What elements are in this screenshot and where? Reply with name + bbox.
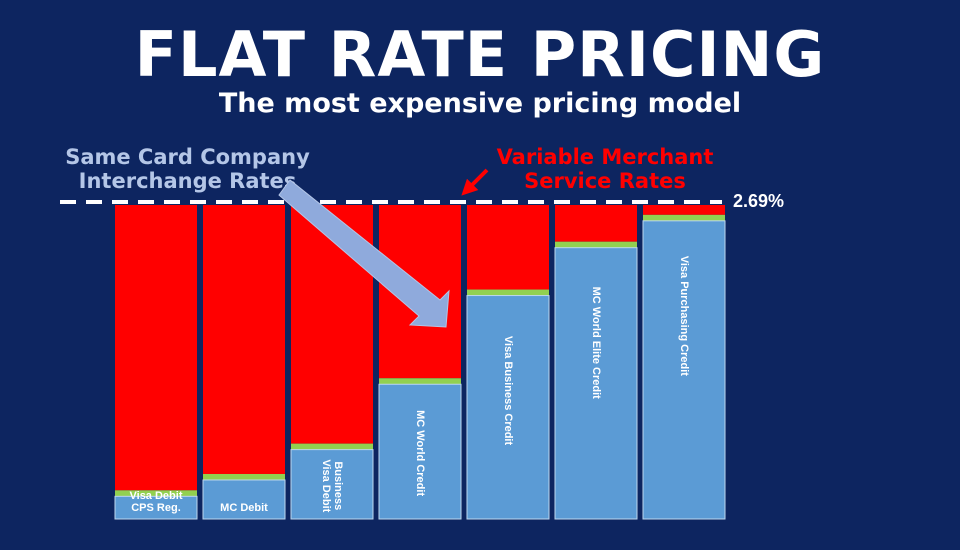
interchange-bar-6 xyxy=(554,247,638,520)
interchange-bar-2 xyxy=(202,479,286,520)
bar-label-3-line-2: Business xyxy=(332,461,344,510)
bar-label-1-line-1: Visa Debit xyxy=(130,490,183,502)
divider-5 xyxy=(467,289,549,296)
interchange-annotation-line-1: Same Card Company xyxy=(65,145,310,169)
markup-bar-2 xyxy=(203,205,285,474)
interchange-bar-4 xyxy=(378,383,462,520)
bar-label-1-line-2: CPS Reg. xyxy=(131,502,181,514)
markup-bar-1 xyxy=(115,205,197,491)
bar-label-7: Visa Purchasing Credit xyxy=(678,256,690,377)
slide-title: FLAT RATE PRICING xyxy=(134,18,826,91)
flat-rate-label: 2.69% xyxy=(733,191,785,211)
merchant-annotation-line-2: Service Rates xyxy=(524,169,686,193)
bar-label-6: MC World Elite Credit xyxy=(590,287,602,400)
divider-7 xyxy=(643,214,725,221)
bar-label-3-line-1: Visa Debit xyxy=(320,459,332,512)
divider-6 xyxy=(555,241,637,248)
interchange-bar-1 xyxy=(114,495,198,520)
divider-2 xyxy=(203,473,285,480)
interchange-bar-3 xyxy=(290,449,374,520)
interchange-bar-5 xyxy=(466,295,550,520)
interchange-annotation: Same Card Company Interchange Rates xyxy=(55,145,320,193)
markup-bar-7 xyxy=(643,205,725,215)
divider-3 xyxy=(291,443,373,450)
interchange-annotation-line-2: Interchange Rates xyxy=(78,169,297,193)
markup-bar-5 xyxy=(467,205,549,290)
markup-bar-6 xyxy=(555,205,637,242)
slide-subtitle: The most expensive pricing model xyxy=(218,88,742,119)
merchant-annotation-line-1: Variable Merchant xyxy=(496,145,714,169)
bar-label-2-line-1: MC Debit xyxy=(220,502,268,514)
merchant-arrow xyxy=(461,168,489,196)
divider-1 xyxy=(115,490,197,497)
bar-label-4: MC World Credit xyxy=(414,410,426,496)
divider-4 xyxy=(379,378,461,385)
bar-label-5: Visa Business Credit xyxy=(502,336,514,446)
interchange-bar-7 xyxy=(642,220,726,520)
interchange-arrow xyxy=(278,179,450,328)
merchant-annotation: Variable Merchant Service Rates xyxy=(465,145,745,193)
